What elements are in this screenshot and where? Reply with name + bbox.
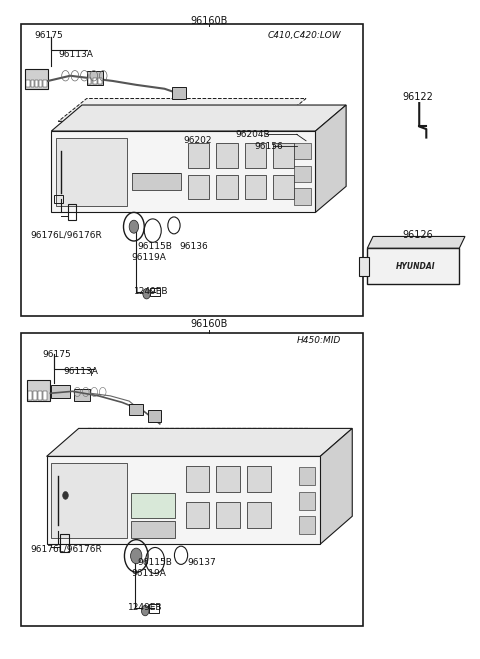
Bar (216, 144, 238, 168)
Circle shape (129, 220, 139, 233)
Bar (149, 604, 159, 612)
Bar (33, 391, 36, 400)
Bar (294, 165, 311, 182)
Bar (60, 534, 69, 552)
Polygon shape (51, 105, 346, 131)
Bar (132, 173, 181, 190)
Polygon shape (320, 428, 352, 544)
Bar (54, 195, 63, 202)
Text: 96204B: 96204B (235, 130, 270, 139)
Text: H450:MID: H450:MID (297, 336, 341, 345)
Circle shape (63, 492, 68, 500)
Bar (27, 380, 50, 401)
Bar (88, 78, 91, 84)
Text: HYUNDAI: HYUNDAI (396, 262, 435, 271)
Bar (186, 502, 209, 528)
Bar (35, 80, 38, 88)
Text: 96156: 96156 (254, 142, 283, 150)
Text: 96160B: 96160B (191, 16, 228, 26)
Bar (39, 80, 42, 88)
Bar (47, 457, 320, 544)
Text: 96136: 96136 (180, 243, 208, 251)
Bar (21, 24, 362, 316)
Circle shape (131, 548, 142, 563)
Bar (247, 466, 271, 492)
Text: 96126: 96126 (403, 230, 433, 240)
Bar (245, 175, 266, 200)
Bar (359, 256, 369, 276)
Bar (31, 80, 34, 88)
Text: 96115B: 96115B (137, 558, 172, 567)
Text: 96160B: 96160B (191, 320, 228, 330)
Bar (21, 333, 362, 625)
Bar (43, 391, 47, 400)
Bar (28, 391, 32, 400)
Bar (294, 188, 311, 204)
Bar (299, 467, 315, 485)
Text: 96113A: 96113A (63, 367, 98, 376)
Bar (294, 143, 311, 159)
Bar (56, 138, 127, 206)
Bar (131, 521, 175, 538)
Bar (131, 494, 175, 518)
Bar (51, 463, 127, 538)
Bar (51, 131, 315, 212)
Bar (172, 87, 186, 98)
Bar (273, 144, 294, 168)
Bar (216, 502, 240, 528)
Bar (98, 78, 102, 84)
Bar (216, 175, 238, 200)
Text: 1249EB: 1249EB (134, 287, 168, 297)
Polygon shape (59, 98, 306, 121)
Bar (216, 466, 240, 492)
Text: 96176L/96176R: 96176L/96176R (30, 231, 102, 240)
Text: 96175: 96175 (35, 31, 63, 40)
Bar (188, 144, 209, 168)
Bar (38, 391, 42, 400)
Text: 96137: 96137 (187, 558, 216, 567)
Circle shape (142, 606, 149, 616)
Bar (367, 248, 459, 284)
Bar (87, 71, 103, 85)
Text: 96176L/96176R: 96176L/96176R (30, 545, 102, 554)
Polygon shape (367, 237, 465, 248)
Text: 96119A: 96119A (132, 254, 167, 262)
Bar (247, 502, 271, 528)
Bar (93, 78, 96, 84)
Bar (273, 175, 294, 200)
Bar (188, 175, 209, 200)
Text: 1249EB: 1249EB (128, 604, 162, 612)
Text: 96122: 96122 (403, 92, 433, 101)
Bar (25, 69, 48, 89)
Text: 96113A: 96113A (59, 51, 93, 59)
Bar (245, 144, 266, 168)
Bar (299, 492, 315, 509)
Bar (129, 404, 144, 415)
Text: 96175: 96175 (42, 350, 71, 358)
Bar (51, 385, 70, 398)
Circle shape (143, 289, 150, 299)
Bar (186, 466, 209, 492)
Text: 96115B: 96115B (137, 243, 172, 251)
Text: C410,C420:LOW: C410,C420:LOW (268, 32, 341, 40)
Text: 96119A: 96119A (132, 569, 167, 578)
Polygon shape (47, 428, 352, 457)
Text: 96202: 96202 (183, 136, 212, 145)
Polygon shape (315, 105, 346, 212)
Bar (150, 288, 160, 296)
Bar (148, 410, 161, 422)
Polygon shape (59, 428, 310, 453)
Bar (43, 80, 47, 88)
Bar (68, 204, 76, 220)
Bar (74, 389, 91, 401)
Bar (299, 516, 315, 534)
Bar (26, 80, 30, 88)
